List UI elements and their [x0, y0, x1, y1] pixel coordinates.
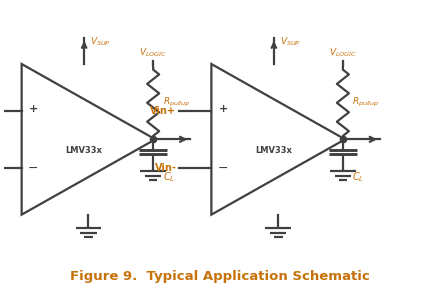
Text: $-$: $-$ [216, 161, 228, 174]
Text: $V_{LOGIC}$: $V_{LOGIC}$ [329, 46, 357, 59]
Text: Vin-: Vin- [154, 163, 176, 173]
Text: $V_{SUP}$: $V_{SUP}$ [279, 35, 300, 48]
Text: Vin+: Vin+ [150, 106, 176, 116]
Text: +: + [219, 104, 228, 114]
Text: $V_{LOGIC}$: $V_{LOGIC}$ [139, 46, 167, 59]
Text: LMV33x: LMV33x [66, 146, 103, 155]
Text: Figure 9.  Typical Application Schematic: Figure 9. Typical Application Schematic [70, 270, 370, 283]
Text: +: + [29, 104, 38, 114]
Text: $-$: $-$ [27, 161, 38, 174]
Text: $C_L$: $C_L$ [352, 171, 365, 184]
Text: $C_L$: $C_L$ [163, 171, 175, 184]
Text: $R_{pullup}$: $R_{pullup}$ [352, 96, 380, 109]
Text: LMV33x: LMV33x [256, 146, 292, 155]
Text: $V_{SUP}$: $V_{SUP}$ [90, 35, 110, 48]
Text: $R_{pullup}$: $R_{pullup}$ [163, 96, 190, 109]
